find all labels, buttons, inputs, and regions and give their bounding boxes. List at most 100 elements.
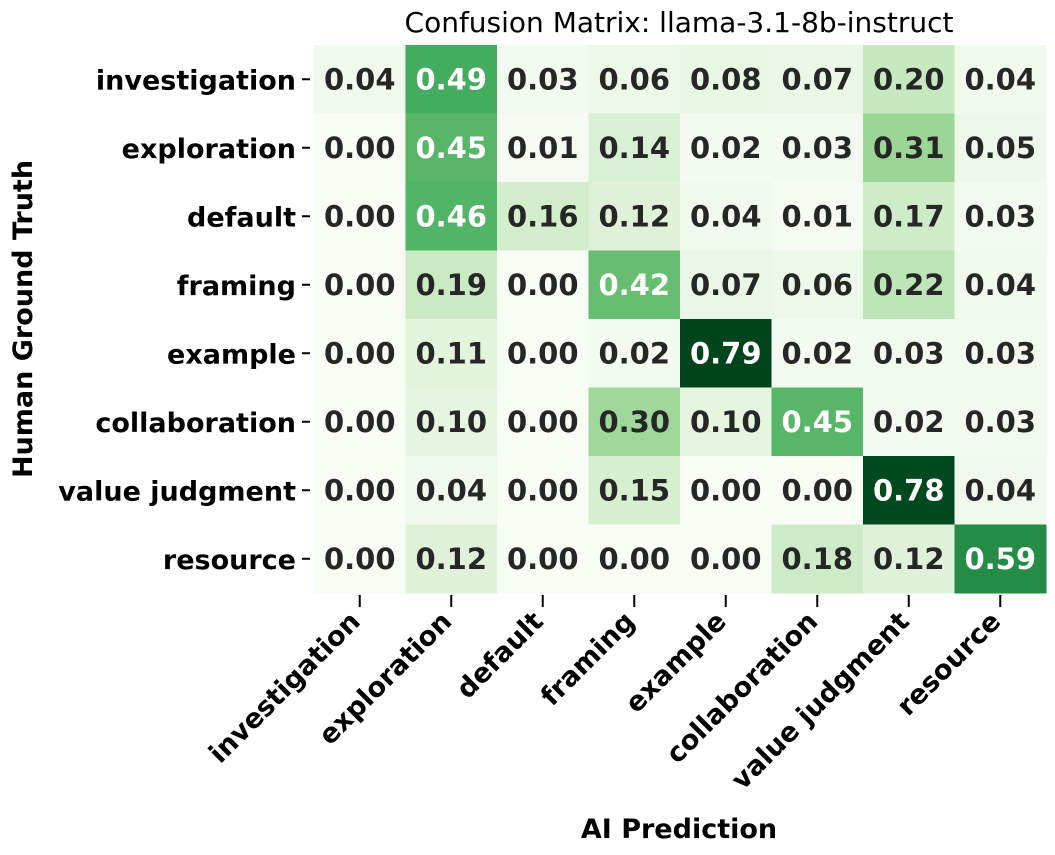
cell-value-label: 0.00 <box>324 542 396 576</box>
cell-value-label: 0.10 <box>690 405 762 439</box>
cell-value-label: 0.04 <box>415 473 487 507</box>
heatmap-cell <box>497 182 589 251</box>
cell-value-label: 0.79 <box>690 336 762 370</box>
y-tick-label: default <box>187 202 296 233</box>
x-tick-label: investigation <box>203 606 366 769</box>
cell-value-label: 0.14 <box>598 131 670 165</box>
cell-value-label: 0.11 <box>415 336 487 370</box>
cell-value-label: 0.03 <box>873 336 945 370</box>
cell-value-label: 0.78 <box>873 473 945 507</box>
cell-value-label: 0.07 <box>781 62 853 96</box>
heatmap-cell <box>314 387 406 457</box>
x-tick-label: value judgment <box>726 606 916 796</box>
cell-value-label: 0.04 <box>964 62 1036 96</box>
chart-title: Confusion Matrix: llama-3.1-8b-instruct <box>405 6 954 39</box>
heatmap-cell <box>588 524 681 594</box>
heatmap-cell <box>405 524 498 594</box>
cell-value-label: 0.03 <box>964 405 1036 439</box>
cell-value-label: 0.04 <box>690 199 762 233</box>
cell-value-label: 0.00 <box>690 542 762 576</box>
heatmap-cell <box>405 250 498 320</box>
heatmap-cell <box>588 113 681 183</box>
y-tick-label: framing <box>177 271 296 302</box>
y-axis-label: Human Ground Truth <box>8 160 39 478</box>
x-axis-label: AI Prediction <box>581 814 777 845</box>
heatmap-cell <box>314 524 406 594</box>
heatmap-cell <box>588 319 681 388</box>
heatmap-cell <box>863 387 955 457</box>
y-tick-label: exploration <box>122 134 296 165</box>
y-tick-label: resource <box>163 545 296 576</box>
cell-value-label: 0.31 <box>873 131 945 165</box>
heatmap-cell <box>863 182 955 251</box>
heatmap-cell <box>863 45 955 114</box>
cell-value-label: 0.12 <box>415 542 487 576</box>
heatmap-cell <box>954 113 1047 183</box>
heatmap-cell <box>954 524 1047 594</box>
cell-value-label: 0.00 <box>598 542 670 576</box>
cell-value-label: 0.45 <box>415 131 487 165</box>
cell-value-label: 0.03 <box>781 131 853 165</box>
cell-value-label: 0.12 <box>873 542 945 576</box>
heatmap-cell <box>863 113 955 183</box>
cell-value-label: 0.19 <box>415 268 487 302</box>
cell-value-label: 0.20 <box>873 62 945 96</box>
heatmap-cell <box>497 45 589 114</box>
heatmap-cells <box>314 45 1047 594</box>
heatmap-cell <box>497 319 589 388</box>
cell-value-label: 0.00 <box>781 473 853 507</box>
heatmap-cell <box>954 456 1047 525</box>
cell-value-label: 0.01 <box>507 131 579 165</box>
cell-value-label: 0.00 <box>690 473 762 507</box>
cell-value-label: 0.07 <box>690 268 762 302</box>
heatmap-cell <box>405 456 498 525</box>
cell-value-label: 0.03 <box>964 199 1036 233</box>
cell-value-label: 0.00 <box>324 473 396 507</box>
cell-value-label: 0.06 <box>781 268 853 302</box>
y-tick-label: investigation <box>96 65 296 96</box>
cell-value-label: 0.30 <box>598 405 670 439</box>
cell-value-label: 0.15 <box>598 473 670 507</box>
cell-value-label: 0.00 <box>507 405 579 439</box>
heatmap-cell <box>405 45 498 114</box>
heatmap-cell <box>771 319 864 388</box>
heatmap-cell <box>405 182 498 251</box>
cell-value-label: 0.12 <box>598 199 670 233</box>
cell-value-label: 0.03 <box>964 336 1036 370</box>
heatmap-cell <box>680 45 772 114</box>
heatmap-cell <box>588 250 681 320</box>
heatmap-cell <box>680 456 772 525</box>
cell-value-label: 0.04 <box>324 62 396 96</box>
cell-value-label: 0.00 <box>324 405 396 439</box>
heatmap-cell <box>863 250 955 320</box>
cell-value-label: 0.00 <box>324 336 396 370</box>
heatmap-cell <box>680 524 772 594</box>
heatmap-cell <box>771 387 864 457</box>
cell-value-label: 0.08 <box>690 62 762 96</box>
cell-value-label: 0.17 <box>873 199 945 233</box>
cell-value-label: 0.04 <box>964 473 1036 507</box>
cell-value-label: 0.03 <box>507 62 579 96</box>
heatmap-cell <box>405 387 498 457</box>
heatmap-cell <box>314 250 406 320</box>
heatmap-cell <box>863 456 955 525</box>
heatmap-cell <box>588 456 681 525</box>
cell-value-label: 0.00 <box>324 268 396 302</box>
heatmap-cell <box>771 524 864 594</box>
heatmap-cell <box>588 182 681 251</box>
heatmap-cell <box>771 250 864 320</box>
cell-value-label: 0.42 <box>598 268 670 302</box>
cell-value-label: 0.10 <box>415 405 487 439</box>
cell-value-label: 0.02 <box>873 405 945 439</box>
cell-value-label: 0.00 <box>507 268 579 302</box>
heatmap-cell <box>680 250 772 320</box>
heatmap-cell <box>497 250 589 320</box>
heatmap-cell <box>314 113 406 183</box>
cell-value-label: 0.00 <box>507 542 579 576</box>
y-tick-label: example <box>167 339 296 370</box>
heatmap-cell <box>771 182 864 251</box>
cell-value-label: 0.46 <box>415 199 487 233</box>
heatmap-cell <box>314 45 406 114</box>
heatmap-cell <box>863 319 955 388</box>
